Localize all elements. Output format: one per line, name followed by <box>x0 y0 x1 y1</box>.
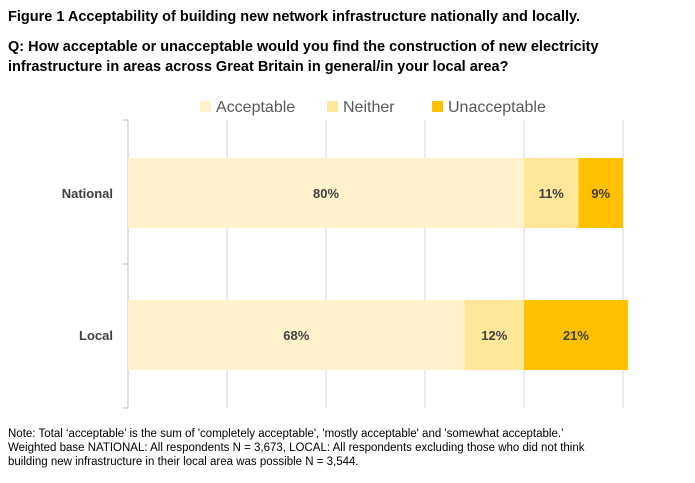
figure-title: Figure 1 Acceptability of building new n… <box>8 9 581 25</box>
legend-swatch-neither <box>327 101 338 112</box>
chart-category-labels: National Local <box>62 186 113 343</box>
bar-national-unacceptable <box>578 158 623 228</box>
category-label-local: Local <box>79 328 113 343</box>
note-line-1: Note: Total ‘acceptable’ is the sum of '… <box>8 428 564 440</box>
chart-legend: Acceptable Neither Unacceptable <box>200 99 546 116</box>
legend-swatch-unacceptable <box>432 101 443 112</box>
data-label-local-acceptable: 68% <box>283 328 309 343</box>
data-label-national-neither: 11% <box>539 186 565 201</box>
figure-note: Note: Total ‘acceptable’ is the sum of '… <box>8 427 690 469</box>
bar-local-unacceptable <box>524 300 628 370</box>
category-label-national: National <box>62 186 113 201</box>
legend-swatch-acceptable <box>200 101 211 112</box>
chart-bars: 80% 11% 9% 68% 12% 21% <box>128 158 628 370</box>
note-line-2: Weighted base NATIONAL: All respondents … <box>8 442 585 454</box>
bar-local-neither <box>464 300 524 370</box>
legend-label-unacceptable: Unacceptable <box>448 99 546 116</box>
figure-question: Q: How acceptable or unacceptable would … <box>8 39 599 75</box>
note-line-3: building new infrastructure in their loc… <box>8 456 359 468</box>
data-label-local-unacceptable: 21% <box>563 328 589 343</box>
legend-label-acceptable: Acceptable <box>216 99 295 116</box>
data-label-national-unacceptable: 9% <box>591 186 610 201</box>
data-label-local-neither: 12% <box>481 328 507 343</box>
bar-national-neither <box>524 158 579 228</box>
stacked-bar-chart: Acceptable Neither Unacceptable 80% 11% 9% 68… <box>62 99 628 409</box>
bar-local-acceptable <box>128 300 465 370</box>
data-label-national-acceptable: 80% <box>313 186 339 201</box>
legend-label-neither: Neither <box>343 99 395 116</box>
bar-national-acceptable <box>128 158 524 228</box>
